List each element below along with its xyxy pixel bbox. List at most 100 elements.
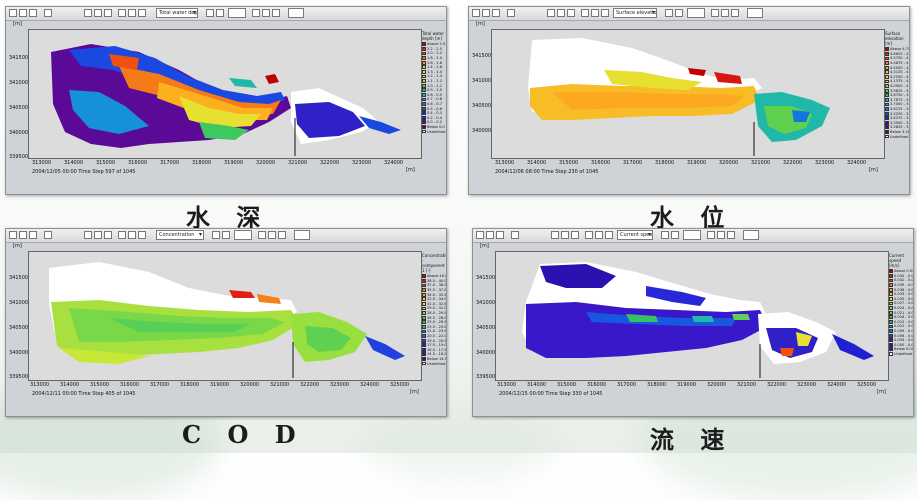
zoom-out-icon[interactable] — [561, 231, 569, 239]
timestep-field[interactable] — [234, 230, 252, 240]
legend-entry: 1.0 - 1.1 — [422, 83, 444, 88]
graph-icon[interactable] — [605, 231, 613, 239]
pan-icon[interactable] — [567, 9, 575, 17]
next-step-icon[interactable] — [262, 9, 270, 17]
legend-swatch — [885, 88, 889, 93]
graph-icon[interactable] — [138, 231, 146, 239]
prev-step-icon[interactable] — [222, 231, 230, 239]
legend-swatch — [422, 88, 426, 93]
print-icon[interactable] — [44, 9, 52, 17]
legend-entry: 1.8 - 2.0 — [422, 56, 444, 61]
legend-swatch — [422, 324, 426, 329]
next-step-icon[interactable] — [721, 9, 729, 17]
play-icon[interactable] — [252, 9, 260, 17]
first-step-icon[interactable] — [212, 231, 220, 239]
save-icon[interactable] — [492, 9, 500, 17]
layers-icon[interactable] — [595, 231, 603, 239]
speed-map-plot[interactable] — [495, 251, 889, 381]
level-map-plot[interactable] — [491, 29, 885, 159]
graph-icon[interactable] — [601, 9, 609, 17]
last-step-icon[interactable] — [731, 9, 739, 17]
last-step-icon[interactable] — [278, 231, 286, 239]
play-icon[interactable] — [711, 9, 719, 17]
zoom-field[interactable] — [288, 8, 304, 18]
item-dropdown[interactable]: Total water depth — [156, 8, 198, 18]
prev-step-icon[interactable] — [675, 9, 683, 17]
select-icon[interactable] — [118, 9, 126, 17]
y-tick: 341500 — [9, 55, 29, 61]
new-icon[interactable] — [476, 231, 484, 239]
legend-swatch — [422, 92, 426, 97]
last-step-icon[interactable] — [727, 231, 735, 239]
y-tick: 341000 — [476, 300, 496, 306]
select-icon[interactable] — [581, 9, 589, 17]
play-icon[interactable] — [707, 231, 715, 239]
last-step-icon[interactable] — [272, 9, 280, 17]
save-icon[interactable] — [29, 231, 37, 239]
select-icon[interactable] — [118, 231, 126, 239]
item-dropdown[interactable]: Concentration — [156, 230, 204, 240]
zoom-in-icon[interactable] — [551, 231, 559, 239]
item-dropdown[interactable]: Current speed — [617, 230, 653, 240]
print-icon[interactable] — [44, 231, 52, 239]
depth-map-plot[interactable] — [28, 29, 422, 159]
timestep-field[interactable] — [228, 8, 246, 18]
legend-label: Undefined Value — [894, 351, 913, 356]
zoom-out-icon[interactable] — [557, 9, 565, 17]
legend-label: 0.027 - 0.030 — [894, 301, 914, 306]
legend-swatch — [422, 65, 426, 70]
cod-map-plot[interactable] — [28, 251, 422, 381]
select-icon[interactable] — [585, 231, 593, 239]
open-icon[interactable] — [19, 231, 27, 239]
graph-icon[interactable] — [138, 9, 146, 17]
open-icon[interactable] — [19, 9, 27, 17]
play-icon[interactable] — [258, 231, 266, 239]
layers-icon[interactable] — [128, 231, 136, 239]
legend-entry: 1.6 - 1.8 — [422, 60, 444, 65]
zoom-in-icon[interactable] — [547, 9, 555, 17]
pan-icon[interactable] — [571, 231, 579, 239]
legend-swatch — [885, 93, 889, 98]
legend-entry: Undefined Value — [885, 134, 909, 139]
zoom-out-icon[interactable] — [94, 231, 102, 239]
next-step-icon[interactable] — [717, 231, 725, 239]
first-step-icon[interactable] — [661, 231, 669, 239]
open-icon[interactable] — [486, 231, 494, 239]
zoom-field[interactable] — [294, 230, 310, 240]
legend-entry: 0.024 - 0.027 — [889, 306, 913, 311]
prev-step-icon[interactable] — [216, 9, 224, 17]
legend-label: 23.5 - 25.0 — [427, 324, 447, 329]
y-unit: [m] — [13, 243, 22, 249]
legend-swatch — [889, 269, 893, 274]
zoom-field[interactable] — [743, 230, 759, 240]
legend-swatch — [889, 324, 893, 329]
prev-step-icon[interactable] — [671, 231, 679, 239]
open-icon[interactable] — [482, 9, 490, 17]
pan-icon[interactable] — [104, 9, 112, 17]
zoom-in-icon[interactable] — [84, 231, 92, 239]
timestep-field[interactable] — [687, 8, 705, 18]
print-icon[interactable] — [507, 9, 515, 17]
legend-swatch — [422, 352, 426, 357]
new-icon[interactable] — [472, 9, 480, 17]
first-step-icon[interactable] — [665, 9, 673, 17]
new-icon[interactable] — [9, 9, 17, 17]
legend-swatch — [889, 310, 893, 315]
legend-entry: 0.036 - 0.039 — [889, 287, 913, 292]
next-step-icon[interactable] — [268, 231, 276, 239]
caption-level: 水 位 — [650, 203, 734, 232]
print-icon[interactable] — [511, 231, 519, 239]
first-step-icon[interactable] — [206, 9, 214, 17]
zoom-out-icon[interactable] — [94, 9, 102, 17]
x-tick: 319000 — [210, 382, 230, 388]
new-icon[interactable] — [9, 231, 17, 239]
item-dropdown[interactable]: Surface elevation — [613, 8, 657, 18]
pan-icon[interactable] — [104, 231, 112, 239]
timestep-field[interactable] — [683, 230, 701, 240]
save-icon[interactable] — [496, 231, 504, 239]
save-icon[interactable] — [29, 9, 37, 17]
zoom-field[interactable] — [747, 8, 763, 18]
layers-icon[interactable] — [591, 9, 599, 17]
zoom-in-icon[interactable] — [84, 9, 92, 17]
layers-icon[interactable] — [128, 9, 136, 17]
